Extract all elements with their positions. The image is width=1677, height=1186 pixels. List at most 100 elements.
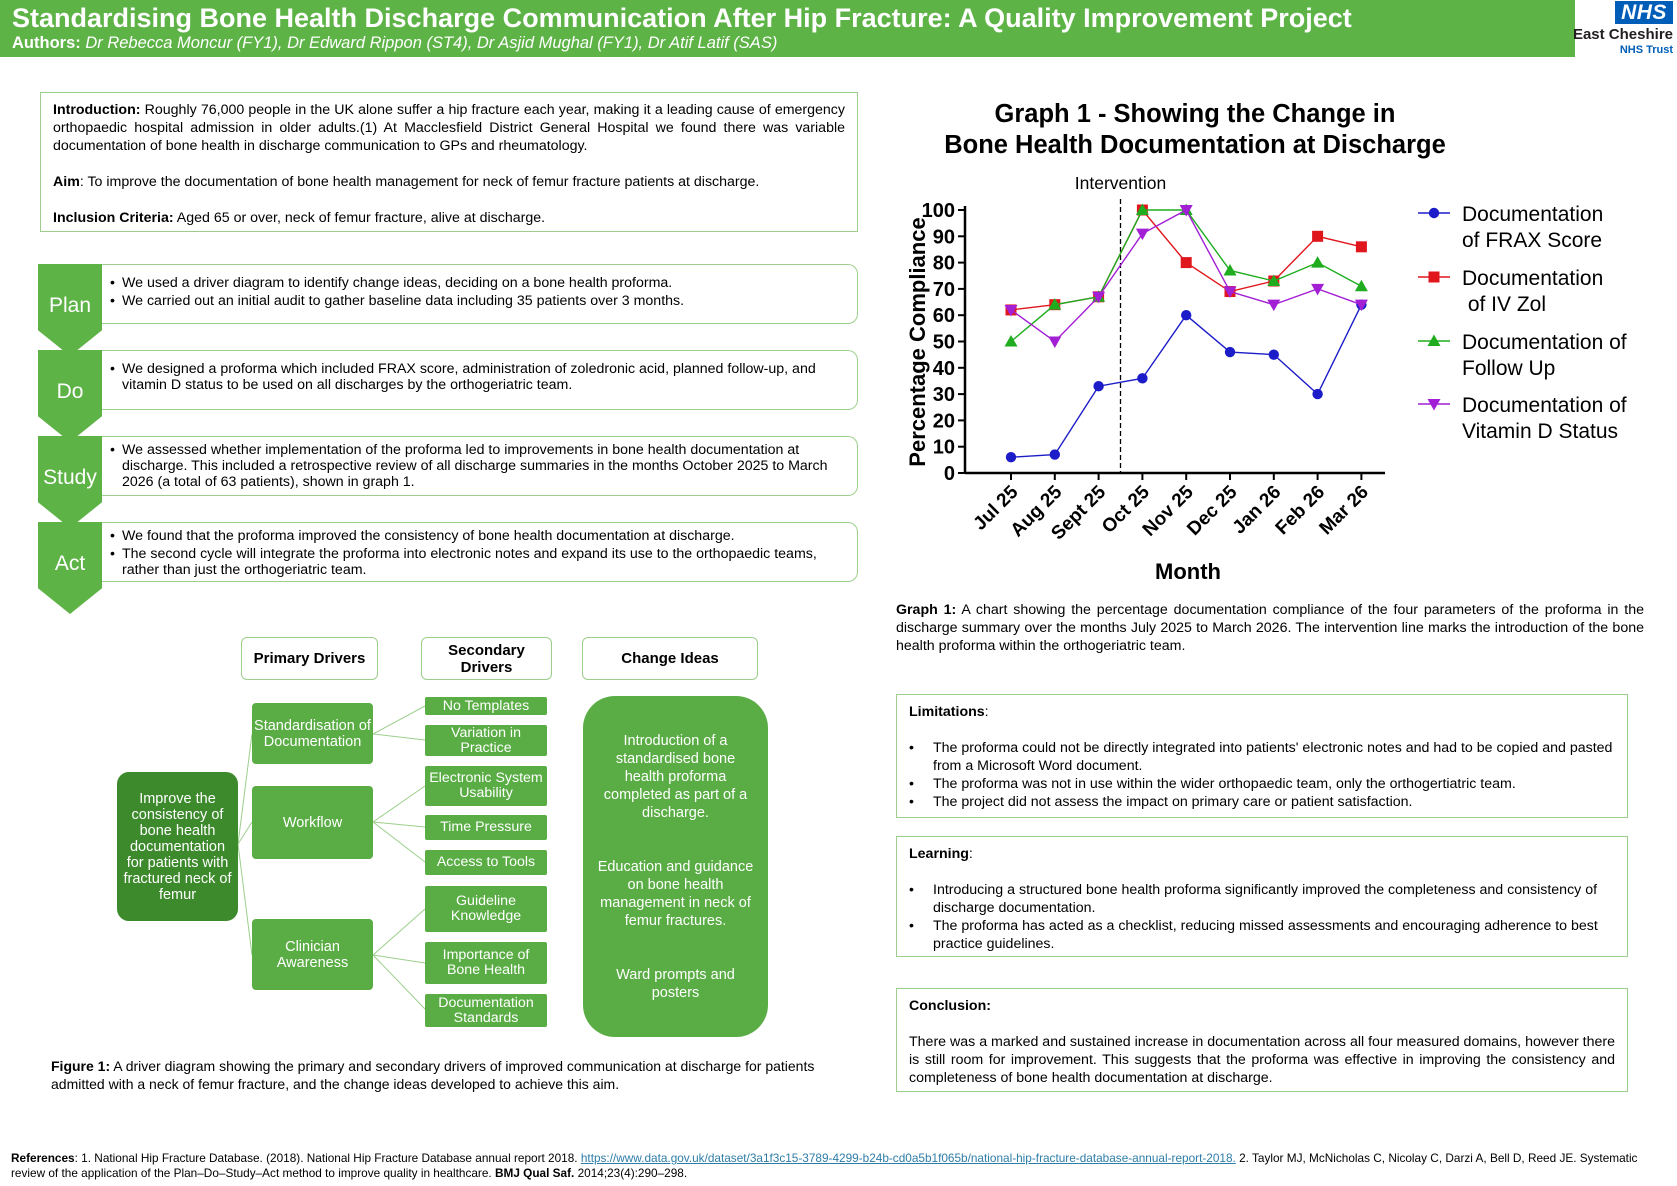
y-tick-label: 40: [933, 358, 955, 380]
data-point: [1267, 274, 1281, 287]
learning-heading: Learning:: [909, 845, 1615, 863]
legend-label: Vitamin D Status: [1462, 420, 1618, 443]
header-banner: Standardising Bone Health Discharge Comm…: [0, 0, 1575, 57]
pdsa-content: We used a driver diagram to identify cha…: [102, 264, 858, 324]
pdsa-do: Do We designed a proforma which included…: [38, 350, 858, 442]
data-point: [1004, 304, 1018, 317]
data-point: [1048, 336, 1062, 348]
reference-link[interactable]: https://www.data.gov.uk/dataset/3a1f3c15…: [580, 1151, 1236, 1165]
connector-line: [372, 821, 426, 863]
data-point: [1354, 279, 1368, 292]
data-point: [1135, 203, 1149, 215]
list-item: The project did not assess the impact on…: [909, 793, 1615, 811]
secondary-drivers-header: Secondary Drivers: [421, 637, 552, 680]
data-point: [1048, 298, 1062, 310]
change-idea: Education and guidance on bone health ma…: [597, 859, 754, 929]
data-point: [1005, 452, 1017, 463]
y-tick-label: 60: [933, 305, 955, 327]
connector-line: [237, 733, 253, 845]
limitations-colon: :: [984, 704, 989, 720]
list-item: Introducing a structured bone health pro…: [909, 881, 1615, 917]
pdsa-bullet: We assessed whether implementation of th…: [110, 442, 847, 490]
legend-label: of IV Zol: [1462, 293, 1546, 316]
limitations-title: Limitations: [909, 704, 985, 720]
secondary-driver-node: No Templates: [425, 697, 547, 715]
chart-title: Graph 1 - Showing the Change in Bone Hea…: [920, 99, 1470, 161]
pdsa-label: Act: [54, 552, 86, 575]
series-line: [1010, 209, 1362, 343]
conclusion-title: Conclusion:: [909, 998, 991, 1014]
data-point: [1355, 241, 1367, 253]
figure1-text: A driver diagram showing the primary and…: [51, 1058, 815, 1092]
aim-paragraph: Aim: To improve the documentation of bon…: [53, 173, 845, 191]
aim-label: Aim: [53, 174, 80, 190]
pdsa-bullet: We found that the proforma improved the …: [110, 528, 847, 544]
data-point: [1092, 291, 1106, 304]
y-tick-label: 0: [944, 463, 955, 485]
pdsa-study: Study We assessed whether implementation…: [38, 436, 858, 528]
limitations-list: The proforma could not be directly integ…: [909, 739, 1615, 811]
aim-text: : To improve the documentation of bone h…: [79, 174, 760, 190]
primary-driver-node: Clinician Awareness: [252, 919, 373, 990]
list-item: The proforma has acted as a checklist, r…: [909, 917, 1615, 953]
authors-names: Dr Rebecca Moncur (FY1), Dr Edward Rippo…: [85, 34, 778, 52]
learning-box: Learning: Introducing a structured bone …: [896, 836, 1628, 957]
y-tick-label: 50: [933, 332, 955, 354]
secondary-driver-node: Importance of Bone Health: [425, 942, 547, 984]
limitations-heading: Limitations:: [909, 703, 1615, 721]
learning-list: Introducing a structured bone health pro…: [909, 881, 1615, 953]
y-tick-label: 100: [922, 200, 955, 222]
nhs-wordmark: NHS: [1615, 1, 1673, 24]
data-point: [1004, 335, 1018, 347]
data-point: [1180, 257, 1192, 269]
y-tick-label: 80: [933, 253, 955, 275]
data-point: [1223, 286, 1237, 299]
conclusion-box: Conclusion: There was a marked and susta…: [896, 988, 1628, 1092]
pdsa-label: Do: [56, 380, 84, 403]
conclusion-heading: Conclusion:: [909, 997, 1615, 1015]
trust-subtitle: NHS Trust: [1619, 44, 1673, 56]
graph1-caption: Graph 1: A chart showing the percentage …: [896, 601, 1644, 655]
connector-line: [372, 954, 426, 964]
pdsa-label: Plan: [48, 294, 92, 317]
authors-label: Authors:: [12, 34, 81, 52]
learning-title: Learning: [909, 846, 969, 862]
data-point: [1224, 346, 1236, 358]
legend-marker: [1427, 399, 1441, 411]
change-ideas-box: Introduction of a standardised bone heal…: [583, 696, 768, 1037]
legend-label: Follow Up: [1462, 357, 1555, 380]
connector-line: [372, 908, 426, 956]
pdsa-bullet: We designed a proforma which included FR…: [110, 361, 847, 393]
data-point: [1223, 263, 1237, 276]
series-line: [1010, 209, 1362, 343]
legend-label: Documentation of: [1462, 331, 1627, 354]
data-point: [1312, 230, 1324, 242]
legend-marker: [1428, 271, 1440, 283]
connector-line: [372, 705, 426, 735]
learning-colon: :: [968, 846, 973, 862]
pdsa-content: We designed a proforma which included FR…: [102, 350, 858, 410]
secondary-driver-node: Documentation Standards: [425, 994, 547, 1027]
pdsa-label: Study: [43, 466, 97, 489]
change-ideas-header: Change Ideas: [582, 637, 758, 680]
secondary-driver-node: Access to Tools: [425, 850, 547, 875]
x-tick-label: Mar 26: [1316, 482, 1373, 539]
intro-text: Roughly 76,000 people in the UK alone su…: [53, 102, 845, 154]
data-point: [1181, 310, 1192, 321]
primary-driver-node: Workflow: [252, 786, 373, 859]
primary-driver-node: Standardisation of Documentation: [252, 703, 373, 764]
poster-title: Standardising Bone Health Discharge Comm…: [12, 3, 1352, 33]
legend-marker: [1428, 207, 1440, 219]
data-point: [1137, 373, 1148, 384]
graph1-label: Graph 1:: [896, 602, 957, 618]
connector-line: [372, 785, 426, 823]
y-tick-label: 90: [933, 226, 955, 248]
y-axis-label: Percentage Compliance: [905, 217, 930, 466]
criteria-label: Inclusion Criteria:: [53, 210, 174, 226]
limitations-box: Limitations: The proforma could not be d…: [896, 694, 1628, 818]
data-point: [1135, 228, 1149, 241]
trust-name: East Cheshire: [1572, 26, 1673, 43]
y-tick-label: 20: [933, 410, 955, 432]
